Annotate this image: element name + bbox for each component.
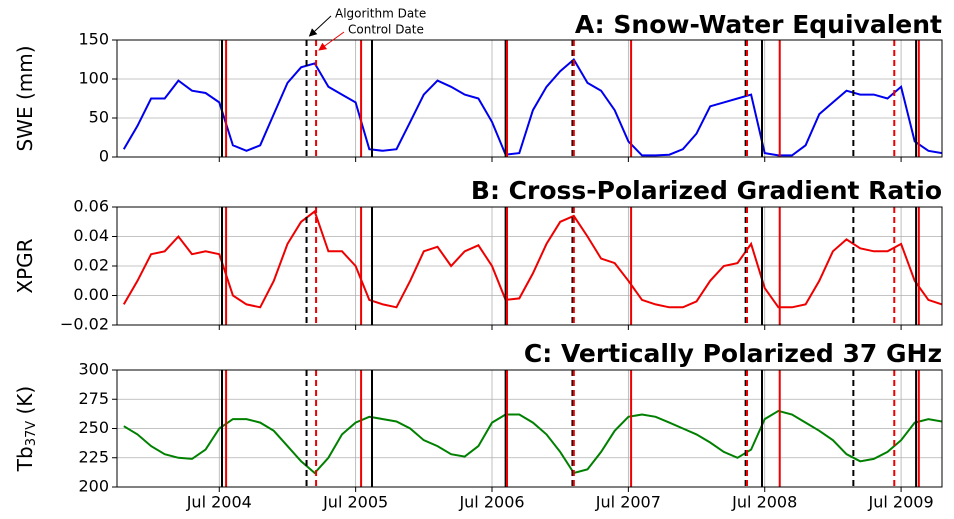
x-tick-label: Jul 2004 — [186, 493, 252, 512]
annotation-arrow — [318, 31, 345, 51]
y-tick-label: 200 — [78, 477, 109, 496]
y-tick-label: 0.00 — [73, 285, 109, 304]
y-tick-label: 50 — [89, 108, 109, 127]
y-tick-label: 250 — [78, 418, 109, 437]
panel-title: C: Vertically Polarized 37 GHz — [524, 339, 942, 368]
y-axis-label: Tb37V (K) — [13, 386, 39, 472]
data-line — [122, 209, 942, 309]
x-tick-label: Jul 2008 — [731, 493, 797, 512]
y-tick-label: 150 — [78, 30, 109, 49]
y-label-unit: (K) — [13, 386, 37, 421]
plot-frame — [116, 369, 943, 488]
y-tick-label: 275 — [78, 389, 109, 408]
y-tick-label: −0.02 — [60, 315, 109, 334]
data-line — [122, 57, 942, 157]
annotation: Algorithm Date — [335, 7, 426, 21]
x-tick-label: Jul 2007 — [595, 493, 661, 512]
x-tick-label: Jul 2006 — [458, 493, 524, 512]
panel-title: A: Snow-Water Equivalent — [575, 10, 942, 39]
y-label-main: Tb — [13, 446, 37, 472]
x-tick-label: Jul 2005 — [322, 493, 388, 512]
y-label-main: SWE (mm) — [13, 45, 37, 151]
panel-title: B: Cross-Polarized Gradient Ratio — [471, 176, 942, 205]
y-tick-label: 0.06 — [73, 197, 109, 216]
data-line — [123, 409, 942, 475]
plot-frame — [116, 206, 943, 326]
y-tick-label: 0.02 — [73, 256, 109, 275]
y-tick-label: 0 — [99, 147, 109, 166]
y-tick-label: 0.04 — [73, 226, 109, 245]
annotation-arrow — [308, 15, 332, 37]
y-tick-label: 100 — [78, 69, 109, 88]
y-label-main: XPGR — [13, 238, 37, 293]
y-axis-label: XPGR — [13, 238, 37, 293]
x-tick-label: Jul 2009 — [868, 493, 934, 512]
y-tick-label: 300 — [78, 360, 109, 379]
plot-frame — [116, 39, 943, 158]
y-axis-label: SWE (mm) — [13, 45, 37, 151]
annotation: Control Date — [348, 23, 424, 37]
y-label-sub: 37V — [24, 421, 39, 447]
y-tick-label: 225 — [78, 447, 109, 466]
